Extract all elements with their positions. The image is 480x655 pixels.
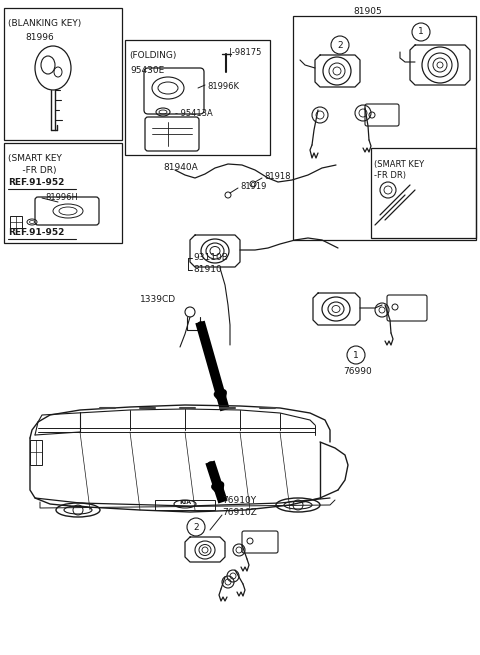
Text: (SMART KEY: (SMART KEY	[8, 154, 62, 163]
Text: 81996H: 81996H	[45, 193, 78, 202]
Text: KIA: KIA	[179, 500, 191, 504]
Text: 81996K: 81996K	[207, 82, 239, 91]
Text: 1339CD: 1339CD	[140, 295, 176, 304]
Text: REF.91-952: REF.91-952	[8, 178, 64, 187]
Text: 81905: 81905	[354, 7, 383, 16]
Bar	[155, 500, 215, 510]
Text: 81919: 81919	[240, 182, 266, 191]
Text: 1: 1	[418, 28, 424, 37]
Bar	[10, 216, 22, 228]
Text: 95430E: 95430E	[130, 66, 164, 75]
Bar	[125, 40, 270, 155]
Text: 2: 2	[337, 41, 343, 50]
Bar	[4, 143, 122, 243]
Text: (SMART KEY: (SMART KEY	[374, 160, 424, 169]
Text: 93110B: 93110B	[193, 253, 228, 262]
Bar	[371, 148, 476, 238]
Text: 76990: 76990	[344, 367, 372, 376]
Text: -FR DR): -FR DR)	[374, 171, 406, 180]
Text: 2: 2	[193, 523, 199, 531]
Text: (FOLDING): (FOLDING)	[129, 51, 176, 60]
Bar	[293, 16, 476, 240]
Bar	[30, 440, 42, 465]
Text: 1: 1	[353, 350, 359, 360]
Text: -FR DR): -FR DR)	[8, 166, 57, 175]
Text: - 95413A: - 95413A	[175, 109, 213, 118]
Text: 81940A: 81940A	[163, 163, 198, 172]
Text: REF.91-952: REF.91-952	[8, 228, 64, 237]
Text: 76910Y: 76910Y	[222, 496, 256, 505]
Bar	[4, 8, 122, 140]
Text: 81996: 81996	[25, 33, 54, 42]
Text: |-98175: |-98175	[229, 48, 262, 57]
Text: 76910Z: 76910Z	[222, 508, 257, 517]
Text: 81910: 81910	[193, 265, 222, 274]
Text: (BLANKING KEY): (BLANKING KEY)	[8, 19, 81, 28]
Text: 81918: 81918	[264, 172, 290, 181]
